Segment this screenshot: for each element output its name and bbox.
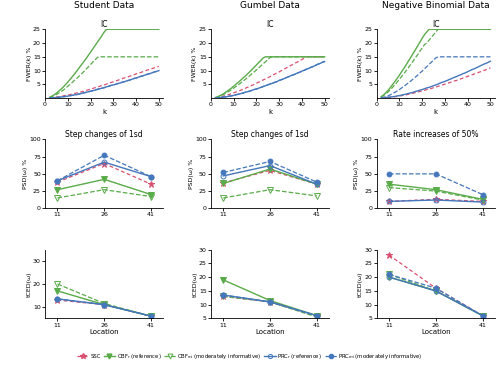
Title: Step changes of 1sd: Step changes of 1sd [231, 130, 309, 139]
Y-axis label: tCED(ω): tCED(ω) [192, 271, 198, 297]
Title: IC: IC [266, 20, 274, 29]
X-axis label: Location: Location [255, 329, 285, 335]
Title: IC: IC [432, 20, 440, 29]
X-axis label: k: k [434, 109, 438, 115]
X-axis label: k: k [102, 109, 106, 115]
Y-axis label: FWER(k) %: FWER(k) % [192, 46, 198, 81]
Legend: SSC, CBF$_r$ (reference), CBF$_{mi}$ (moderately informative), PRC$_r$ (referenc: SSC, CBF$_r$ (reference), CBF$_{mi}$ (mo… [75, 350, 425, 363]
X-axis label: Location: Location [421, 329, 450, 335]
X-axis label: Location: Location [90, 329, 119, 335]
Y-axis label: FWER(k) %: FWER(k) % [26, 46, 32, 81]
Title: Step changes of 1sd: Step changes of 1sd [66, 130, 143, 139]
Y-axis label: PSD(ω) %: PSD(ω) % [354, 159, 360, 189]
Y-axis label: PSD(ω) %: PSD(ω) % [188, 159, 194, 189]
Y-axis label: tCED(ω): tCED(ω) [358, 271, 363, 297]
Text: Gumbel Data: Gumbel Data [240, 1, 300, 10]
Y-axis label: PSD(ω) %: PSD(ω) % [23, 159, 28, 189]
Y-axis label: FWER(k) %: FWER(k) % [358, 46, 363, 81]
Text: Negative Binomial Data: Negative Binomial Data [382, 1, 490, 10]
Text: Student Data: Student Data [74, 1, 134, 10]
X-axis label: k: k [268, 109, 272, 115]
Title: Rate increases of 50%: Rate increases of 50% [393, 130, 478, 139]
Title: IC: IC [100, 20, 108, 29]
Y-axis label: tCED(ω): tCED(ω) [26, 271, 32, 297]
